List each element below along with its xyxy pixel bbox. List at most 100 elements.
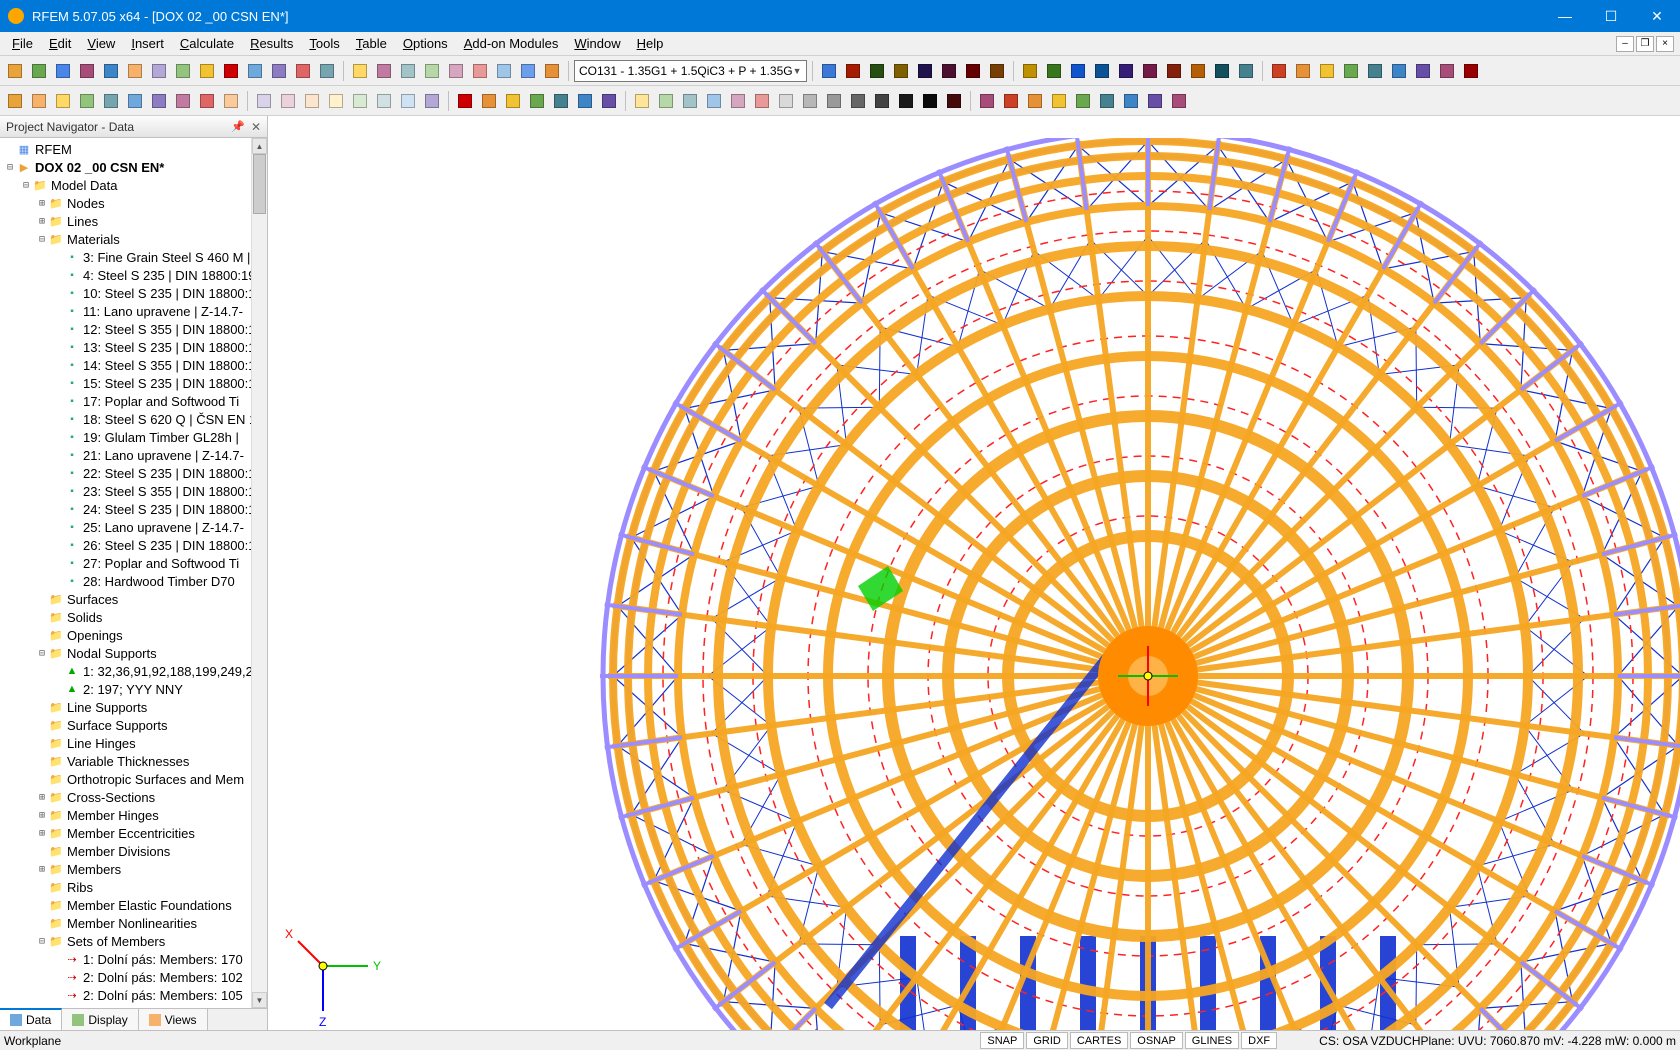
tb1d-btn-5[interactable]	[1139, 60, 1161, 82]
menu-insert[interactable]: Insert	[123, 34, 172, 53]
tb1c-btn-0[interactable]	[818, 60, 840, 82]
tb2b-btn-6[interactable]	[397, 90, 419, 112]
tb2d-btn-1[interactable]	[655, 90, 677, 112]
tb2d-btn-7[interactable]	[799, 90, 821, 112]
tb2c-btn-1[interactable]	[478, 90, 500, 112]
tb2a-btn-2[interactable]	[52, 90, 74, 112]
tree-material-0[interactable]: ▪3: Fine Grain Steel S 460 M |	[0, 248, 267, 266]
tree-lines[interactable]: ⊞📁Lines	[0, 212, 267, 230]
tree-sets[interactable]: ⊟📁Sets of Members	[0, 932, 267, 950]
tb2c-btn-3[interactable]	[526, 90, 548, 112]
tb1c-btn-4[interactable]	[914, 60, 936, 82]
menu-tools[interactable]: Tools	[301, 34, 347, 53]
menu-help[interactable]: Help	[629, 34, 672, 53]
tb2b-btn-5[interactable]	[373, 90, 395, 112]
tree-var-thick[interactable]: 📁Variable Thicknesses	[0, 752, 267, 770]
tb1b-btn-7[interactable]	[517, 60, 539, 82]
tb2d-btn-13[interactable]	[943, 90, 965, 112]
tb2a-btn-9[interactable]	[220, 90, 242, 112]
tb2d-btn-9[interactable]	[847, 90, 869, 112]
load-combo-dropdown[interactable]: CO131 - 1.35G1 + 1.5QiC3 + P + 1.35G▼	[574, 60, 807, 82]
tb1a-btn-6[interactable]	[148, 60, 170, 82]
tree-member-ecc[interactable]: ⊞📁Member Eccentricities	[0, 824, 267, 842]
navigator-scrollbar[interactable]: ▲ ▼	[251, 138, 267, 1008]
tb1c-btn-1[interactable]	[842, 60, 864, 82]
tb2d-btn-11[interactable]	[895, 90, 917, 112]
tb2c-btn-6[interactable]	[598, 90, 620, 112]
tb1b-btn-3[interactable]	[421, 60, 443, 82]
tree-nodal-supports[interactable]: ⊟📁Nodal Supports	[0, 644, 267, 662]
tree-set-1[interactable]: ⇢2: Dolní pás: Members: 102	[0, 968, 267, 986]
tb1d-btn-8[interactable]	[1211, 60, 1233, 82]
tree-material-16[interactable]: ▪26: Steel S 235 | DIN 18800:1	[0, 536, 267, 554]
tb1a-btn-10[interactable]	[244, 60, 266, 82]
tb1e-btn-2[interactable]	[1316, 60, 1338, 82]
tb1b-btn-2[interactable]	[397, 60, 419, 82]
tb1b-btn-4[interactable]	[445, 60, 467, 82]
tb1e-btn-6[interactable]	[1412, 60, 1434, 82]
tree-openings[interactable]: 📁Openings	[0, 626, 267, 644]
tree-mnl[interactable]: 📁Member Nonlinearities	[0, 914, 267, 932]
tb2a-btn-7[interactable]	[172, 90, 194, 112]
maximize-button[interactable]: ☐	[1588, 0, 1634, 32]
mdi-restore[interactable]: ❐	[1636, 36, 1654, 52]
tb1a-btn-5[interactable]	[124, 60, 146, 82]
tb2b-btn-0[interactable]	[253, 90, 275, 112]
tb2e-btn-6[interactable]	[1120, 90, 1142, 112]
tree-ribs[interactable]: 📁Ribs	[0, 878, 267, 896]
tb1a-btn-13[interactable]	[316, 60, 338, 82]
tb1a-btn-4[interactable]	[100, 60, 122, 82]
tree-project[interactable]: ⊟▶DOX 02 _00 CSN EN*	[0, 158, 267, 176]
menu-options[interactable]: Options	[395, 34, 456, 53]
tree-materials[interactable]: ⊟📁Materials	[0, 230, 267, 248]
tb1a-btn-11[interactable]	[268, 60, 290, 82]
tb2a-btn-8[interactable]	[196, 90, 218, 112]
tb2a-btn-6[interactable]	[148, 90, 170, 112]
tree-material-4[interactable]: ▪12: Steel S 355 | DIN 18800:1	[0, 320, 267, 338]
tb1b-btn-0[interactable]	[349, 60, 371, 82]
status-toggle-grid[interactable]: GRID	[1026, 1032, 1068, 1049]
tb2a-btn-3[interactable]	[76, 90, 98, 112]
status-toggle-cartes[interactable]: CARTES	[1070, 1032, 1128, 1049]
tree-cross-sections[interactable]: ⊞📁Cross-Sections	[0, 788, 267, 806]
tree-material-9[interactable]: ▪18: Steel S 620 Q | ČSN EN 1	[0, 410, 267, 428]
tb2d-btn-0[interactable]	[631, 90, 653, 112]
tb2c-btn-0[interactable]	[454, 90, 476, 112]
tb2e-btn-0[interactable]	[976, 90, 998, 112]
tree-material-15[interactable]: ▪25: Lano upravene | Z-14.7-	[0, 518, 267, 536]
tb1a-btn-1[interactable]	[28, 60, 50, 82]
minimize-button[interactable]: —	[1542, 0, 1588, 32]
tb1d-btn-6[interactable]	[1163, 60, 1185, 82]
tb2a-btn-5[interactable]	[124, 90, 146, 112]
tb1e-btn-5[interactable]	[1388, 60, 1410, 82]
tb1a-btn-12[interactable]	[292, 60, 314, 82]
tree-nodes[interactable]: ⊞📁Nodes	[0, 194, 267, 212]
tb1a-btn-3[interactable]	[76, 60, 98, 82]
tb2e-btn-8[interactable]	[1168, 90, 1190, 112]
status-toggle-glines[interactable]: GLINES	[1185, 1032, 1239, 1049]
tree-material-1[interactable]: ▪4: Steel S 235 | DIN 18800:19	[0, 266, 267, 284]
tree-material-11[interactable]: ▪21: Lano upravene | Z-14.7-	[0, 446, 267, 464]
tb1d-btn-2[interactable]	[1067, 60, 1089, 82]
tree-surface-supports[interactable]: 📁Surface Supports	[0, 716, 267, 734]
tree-members[interactable]: ⊞📁Members	[0, 860, 267, 878]
tb1d-btn-3[interactable]	[1091, 60, 1113, 82]
tb2b-btn-2[interactable]	[301, 90, 323, 112]
tb2d-btn-10[interactable]	[871, 90, 893, 112]
tb2e-btn-7[interactable]	[1144, 90, 1166, 112]
model-viewport[interactable]: YZX	[268, 116, 1680, 1030]
tb1a-btn-8[interactable]	[196, 60, 218, 82]
tb2d-btn-2[interactable]	[679, 90, 701, 112]
tree-material-18[interactable]: ▪28: Hardwood Timber D70	[0, 572, 267, 590]
tree-nodal-0[interactable]: ▲1: 32,36,91,92,188,199,249,2	[0, 662, 267, 680]
tb1a-btn-2[interactable]	[52, 60, 74, 82]
tb1c-btn-3[interactable]	[890, 60, 912, 82]
tree-material-17[interactable]: ▪27: Poplar and Softwood Ti	[0, 554, 267, 572]
tb1e-btn-3[interactable]	[1340, 60, 1362, 82]
tb1e-btn-8[interactable]	[1460, 60, 1482, 82]
mdi-minimize[interactable]: –	[1616, 36, 1634, 52]
tb1c-btn-2[interactable]	[866, 60, 888, 82]
tb2e-btn-1[interactable]	[1000, 90, 1022, 112]
tb1b-btn-5[interactable]	[469, 60, 491, 82]
tree-material-2[interactable]: ▪10: Steel S 235 | DIN 18800:1	[0, 284, 267, 302]
